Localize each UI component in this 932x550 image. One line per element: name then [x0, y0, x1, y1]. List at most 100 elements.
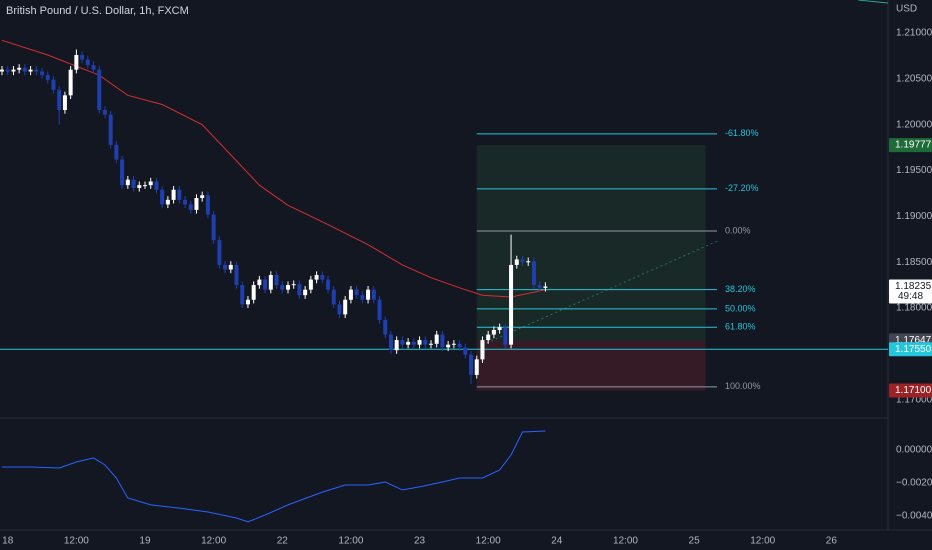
- candle-body: [280, 285, 285, 290]
- candle-body: [285, 285, 290, 290]
- symbol-title: British Pound / U.S. Dollar, 1h, FXCM: [6, 5, 189, 17]
- fib-label: 38.20%: [725, 284, 756, 294]
- candle-body: [388, 334, 393, 351]
- candle-body: [400, 340, 405, 345]
- candle-body: [245, 299, 250, 305]
- candle-body: [457, 343, 462, 348]
- y-tick-label: 1.18500: [896, 257, 932, 268]
- x-tick-label: 12:00: [64, 536, 89, 547]
- candle-body: [137, 185, 142, 188]
- candle-body: [526, 261, 531, 263]
- candle-body: [120, 159, 125, 186]
- candle-body: [228, 264, 233, 270]
- candle-body: [62, 95, 67, 110]
- candle-body: [57, 89, 62, 110]
- candle-body: [371, 289, 376, 300]
- price-tag-label: 1.17550: [895, 344, 932, 355]
- candle-body: [263, 279, 268, 290]
- y-tick-label: 1.18000: [896, 303, 932, 314]
- candle-body: [40, 71, 45, 76]
- candle-body: [171, 189, 176, 200]
- x-tick-label: 23: [414, 536, 426, 547]
- candle-body: [308, 279, 313, 290]
- plot-layer: 18 12:00 19 12:00 22 12:00 23 12:00 24 12:00 25 12:…: [0, 28, 932, 547]
- y-tick-label: 1.20000: [896, 119, 932, 130]
- trend-line: [481, 239, 721, 346]
- y-tick-label: 1.20500: [896, 73, 932, 84]
- candle-body: [200, 195, 205, 198]
- candle-body: [520, 259, 525, 263]
- candle-body: [394, 340, 399, 351]
- candle-body: [34, 69, 39, 72]
- candle-body: [366, 289, 371, 300]
- x-tick-label: 12:00: [201, 536, 226, 547]
- candle-body: [411, 341, 416, 345]
- loss-zone: [476, 340, 706, 391]
- candle-body: [17, 67, 22, 70]
- candle-body: [469, 354, 474, 375]
- candle-body: [142, 185, 147, 187]
- candle-body: [314, 275, 319, 280]
- candle-body: [360, 295, 365, 300]
- candle-body: [480, 340, 485, 360]
- candle-body: [514, 259, 519, 265]
- candle-body: [348, 289, 353, 300]
- candle-body: [406, 341, 411, 345]
- candle-body: [423, 340, 428, 345]
- profit-zone: [476, 145, 706, 341]
- price-tag: [889, 342, 932, 357]
- price-tag: [889, 279, 932, 304]
- price-tag-label: 1.18235: [895, 281, 932, 292]
- candle-body: [320, 275, 325, 280]
- y-tick-label: 1.17000: [896, 394, 932, 405]
- candle-body: [160, 189, 165, 205]
- candle-body: [474, 359, 479, 375]
- candle-body: [28, 69, 33, 72]
- candle-body: [211, 214, 216, 241]
- oscillator-line: [2, 430, 546, 523]
- candle-body: [428, 343, 433, 345]
- fib-label: -27.20%: [725, 183, 759, 193]
- x-tick-label: 25: [689, 536, 701, 547]
- moving-average: [1, 39, 546, 298]
- y-tick-label: 1.19000: [896, 211, 932, 222]
- fib-label: 0.00%: [725, 225, 751, 235]
- fib-label: 61.80%: [725, 322, 756, 332]
- x-tick-label: 12:00: [750, 536, 775, 547]
- x-tick-label: 18: [2, 536, 14, 547]
- candle-body: [217, 240, 222, 265]
- candle-body: [343, 299, 348, 315]
- candle-body: [446, 344, 451, 348]
- candle-body: [543, 286, 548, 288]
- candle-body: [326, 279, 331, 290]
- candle-body: [509, 264, 514, 345]
- candle-body: [165, 199, 170, 205]
- candle-body: [417, 340, 422, 345]
- candle-body: [0, 69, 5, 72]
- currency: USD: [896, 4, 917, 15]
- candle-body: [11, 69, 16, 72]
- x-tick-label: 12:00: [338, 536, 363, 547]
- candle-body: [194, 198, 199, 210]
- price-tag: [889, 383, 932, 398]
- price-tag: [889, 138, 932, 153]
- x-tick-label: 24: [551, 536, 563, 547]
- candle-body: [451, 343, 456, 345]
- candle-body: [383, 319, 388, 335]
- x-tick-label: 19: [139, 536, 151, 547]
- candle-body: [125, 179, 130, 186]
- price-tag-label: 1.17100: [895, 385, 932, 396]
- y-tick-label: 1.19500: [896, 165, 932, 176]
- candle-body: [131, 179, 136, 188]
- candle-body: [205, 195, 210, 215]
- fib-label: 50.00%: [725, 303, 756, 313]
- candle-body: [85, 59, 90, 66]
- drawing-line: [857, 0, 889, 4]
- candle-body: [497, 327, 502, 330]
- candle-body: [240, 285, 245, 305]
- candle-body: [251, 285, 256, 300]
- candle-body: [531, 261, 536, 286]
- y-tick-label: −0.00200: [896, 478, 932, 489]
